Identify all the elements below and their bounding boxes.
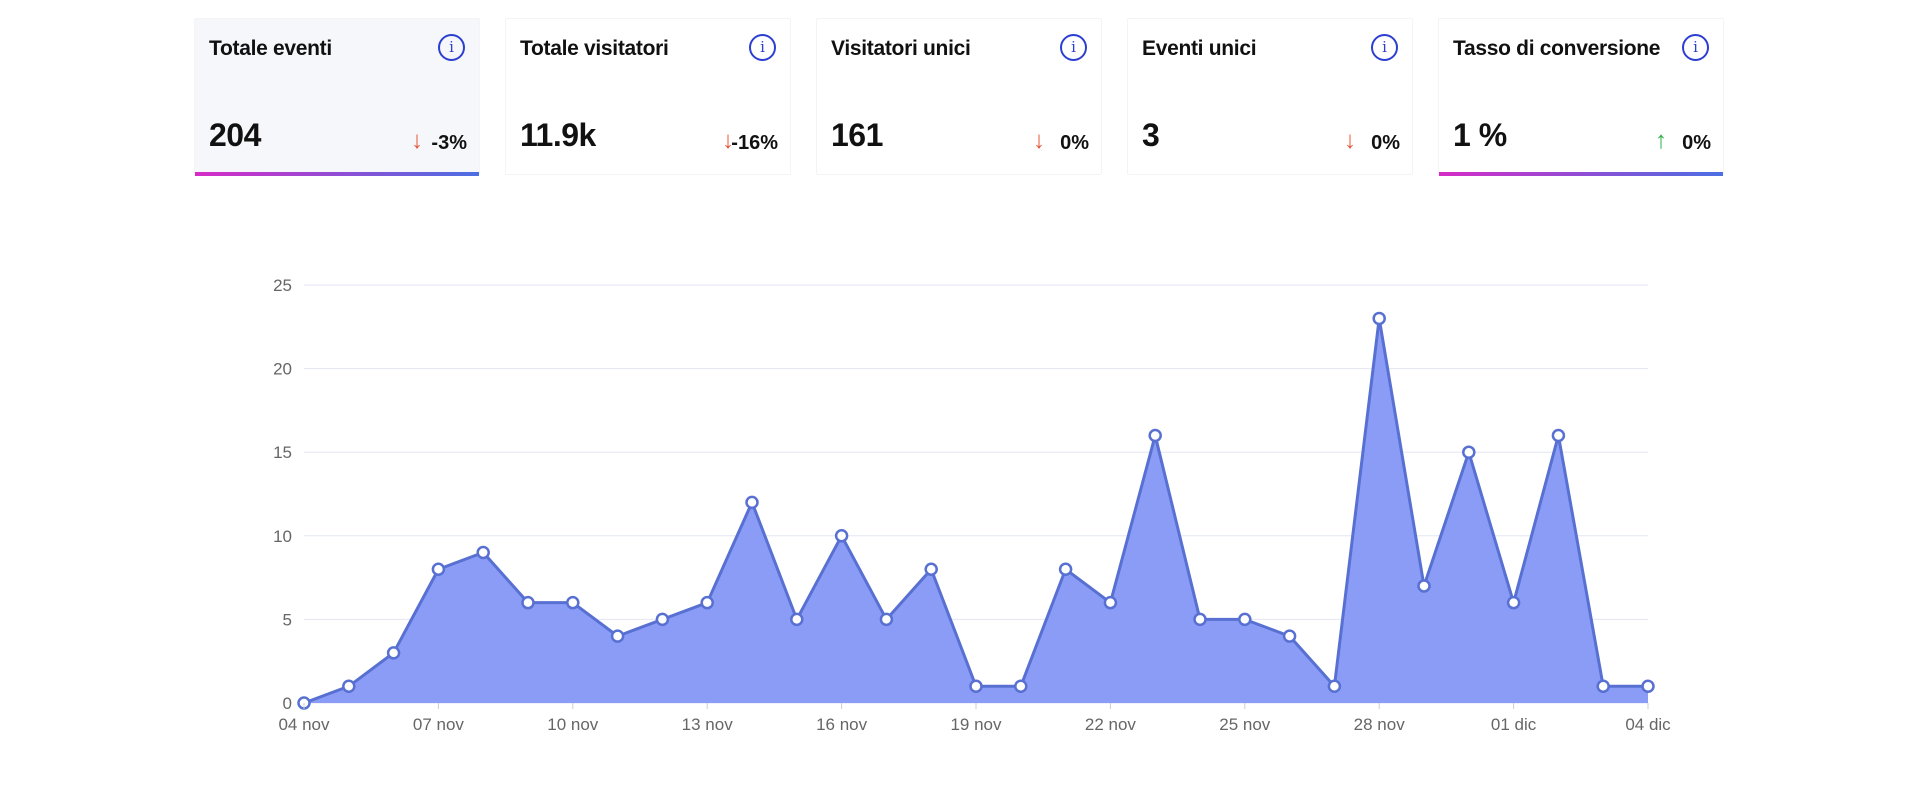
data-point (1417, 579, 1431, 593)
data-point (476, 545, 490, 560)
data-point (969, 679, 983, 694)
y-tick-label: 5 (283, 610, 292, 629)
metric-card[interactable]: Tasso di conversione i 1 % ↑ 0% (1438, 18, 1724, 176)
metric-card[interactable]: Totale eventi i 204 ↓ -3% (194, 18, 480, 176)
info-icon[interactable]: i (749, 34, 776, 61)
data-point (745, 495, 759, 510)
metric-value: 204 (209, 117, 261, 153)
y-tick-label: 25 (273, 276, 292, 295)
data-point (431, 562, 446, 576)
data-point (1372, 311, 1386, 326)
data-point (1103, 595, 1118, 610)
data-point (700, 595, 714, 610)
x-tick-label: 04 dic (1625, 715, 1671, 734)
data-point (1596, 679, 1610, 694)
x-tick-label: 07 nov (413, 715, 465, 734)
data-point (1551, 428, 1566, 443)
metric-title: Totale visitatori (520, 37, 669, 60)
data-point (1282, 629, 1297, 643)
data-point (386, 646, 401, 660)
x-tick-label: 28 nov (1354, 715, 1406, 734)
metric-change: 0% (1371, 132, 1400, 154)
data-point (790, 612, 804, 627)
metric-value: 11.9k (520, 117, 596, 153)
data-point (1238, 612, 1252, 627)
info-icon[interactable]: i (1682, 34, 1709, 61)
metric-value: 1 % (1453, 117, 1507, 153)
metric-card[interactable]: Visitatori unici i 161 ↓ 0% (816, 18, 1102, 175)
y-tick-label: 15 (273, 443, 292, 462)
data-point (1462, 445, 1476, 459)
info-icon[interactable]: i (1060, 34, 1087, 61)
data-point (521, 595, 535, 610)
metric-title: Tasso di conversione (1453, 37, 1661, 60)
area-fill (304, 318, 1648, 703)
data-point (1506, 595, 1521, 610)
metric-card[interactable]: Totale visitatori i 11.9k ↓ -16% (505, 18, 791, 175)
info-icon[interactable]: i (1371, 34, 1398, 61)
data-point (879, 612, 894, 627)
arrow-down-icon: ↓ (1344, 127, 1356, 154)
x-tick-label: 22 nov (1085, 715, 1137, 734)
data-point (610, 629, 625, 643)
data-point (566, 595, 580, 610)
metric-change: -16% (731, 132, 778, 154)
y-tick-label: 0 (283, 694, 292, 713)
metric-card[interactable]: Eventi unici i 3 ↓ 0% (1127, 18, 1413, 175)
data-point (1193, 612, 1207, 627)
x-tick-label: 01 dic (1491, 715, 1537, 734)
x-tick-label: 19 nov (950, 715, 1002, 734)
y-tick-label: 10 (273, 527, 292, 546)
arrow-down-icon: ↓ (1033, 127, 1045, 154)
arrow-down-icon: ↓ (722, 127, 734, 154)
data-point (1641, 679, 1655, 694)
data-point (1148, 428, 1162, 443)
metric-change: -3% (431, 132, 467, 154)
x-tick-label: 16 nov (816, 715, 868, 734)
x-tick-label: 10 nov (547, 715, 599, 734)
x-tick-label: 13 nov (682, 715, 734, 734)
data-point (834, 529, 849, 543)
metric-title: Totale eventi (209, 37, 332, 60)
data-point (655, 612, 670, 627)
info-icon[interactable]: i (438, 34, 465, 61)
data-point (924, 562, 938, 576)
data-point (342, 679, 356, 694)
metric-value: 3 (1142, 117, 1160, 153)
data-point (1058, 562, 1073, 576)
metric-change: 0% (1060, 132, 1089, 154)
arrow-up-icon: ↑ (1655, 127, 1667, 154)
metric-change: 0% (1682, 132, 1711, 154)
data-point (1014, 679, 1028, 694)
metric-title: Eventi unici (1142, 37, 1257, 60)
x-tick-label: 04 nov (278, 715, 330, 734)
arrow-down-icon: ↓ (411, 127, 423, 154)
x-tick-label: 25 nov (1219, 715, 1271, 734)
metric-title: Visitatori unici (831, 37, 971, 60)
metric-value: 161 (831, 117, 883, 153)
y-tick-label: 20 (273, 360, 292, 379)
data-point (1327, 679, 1342, 694)
